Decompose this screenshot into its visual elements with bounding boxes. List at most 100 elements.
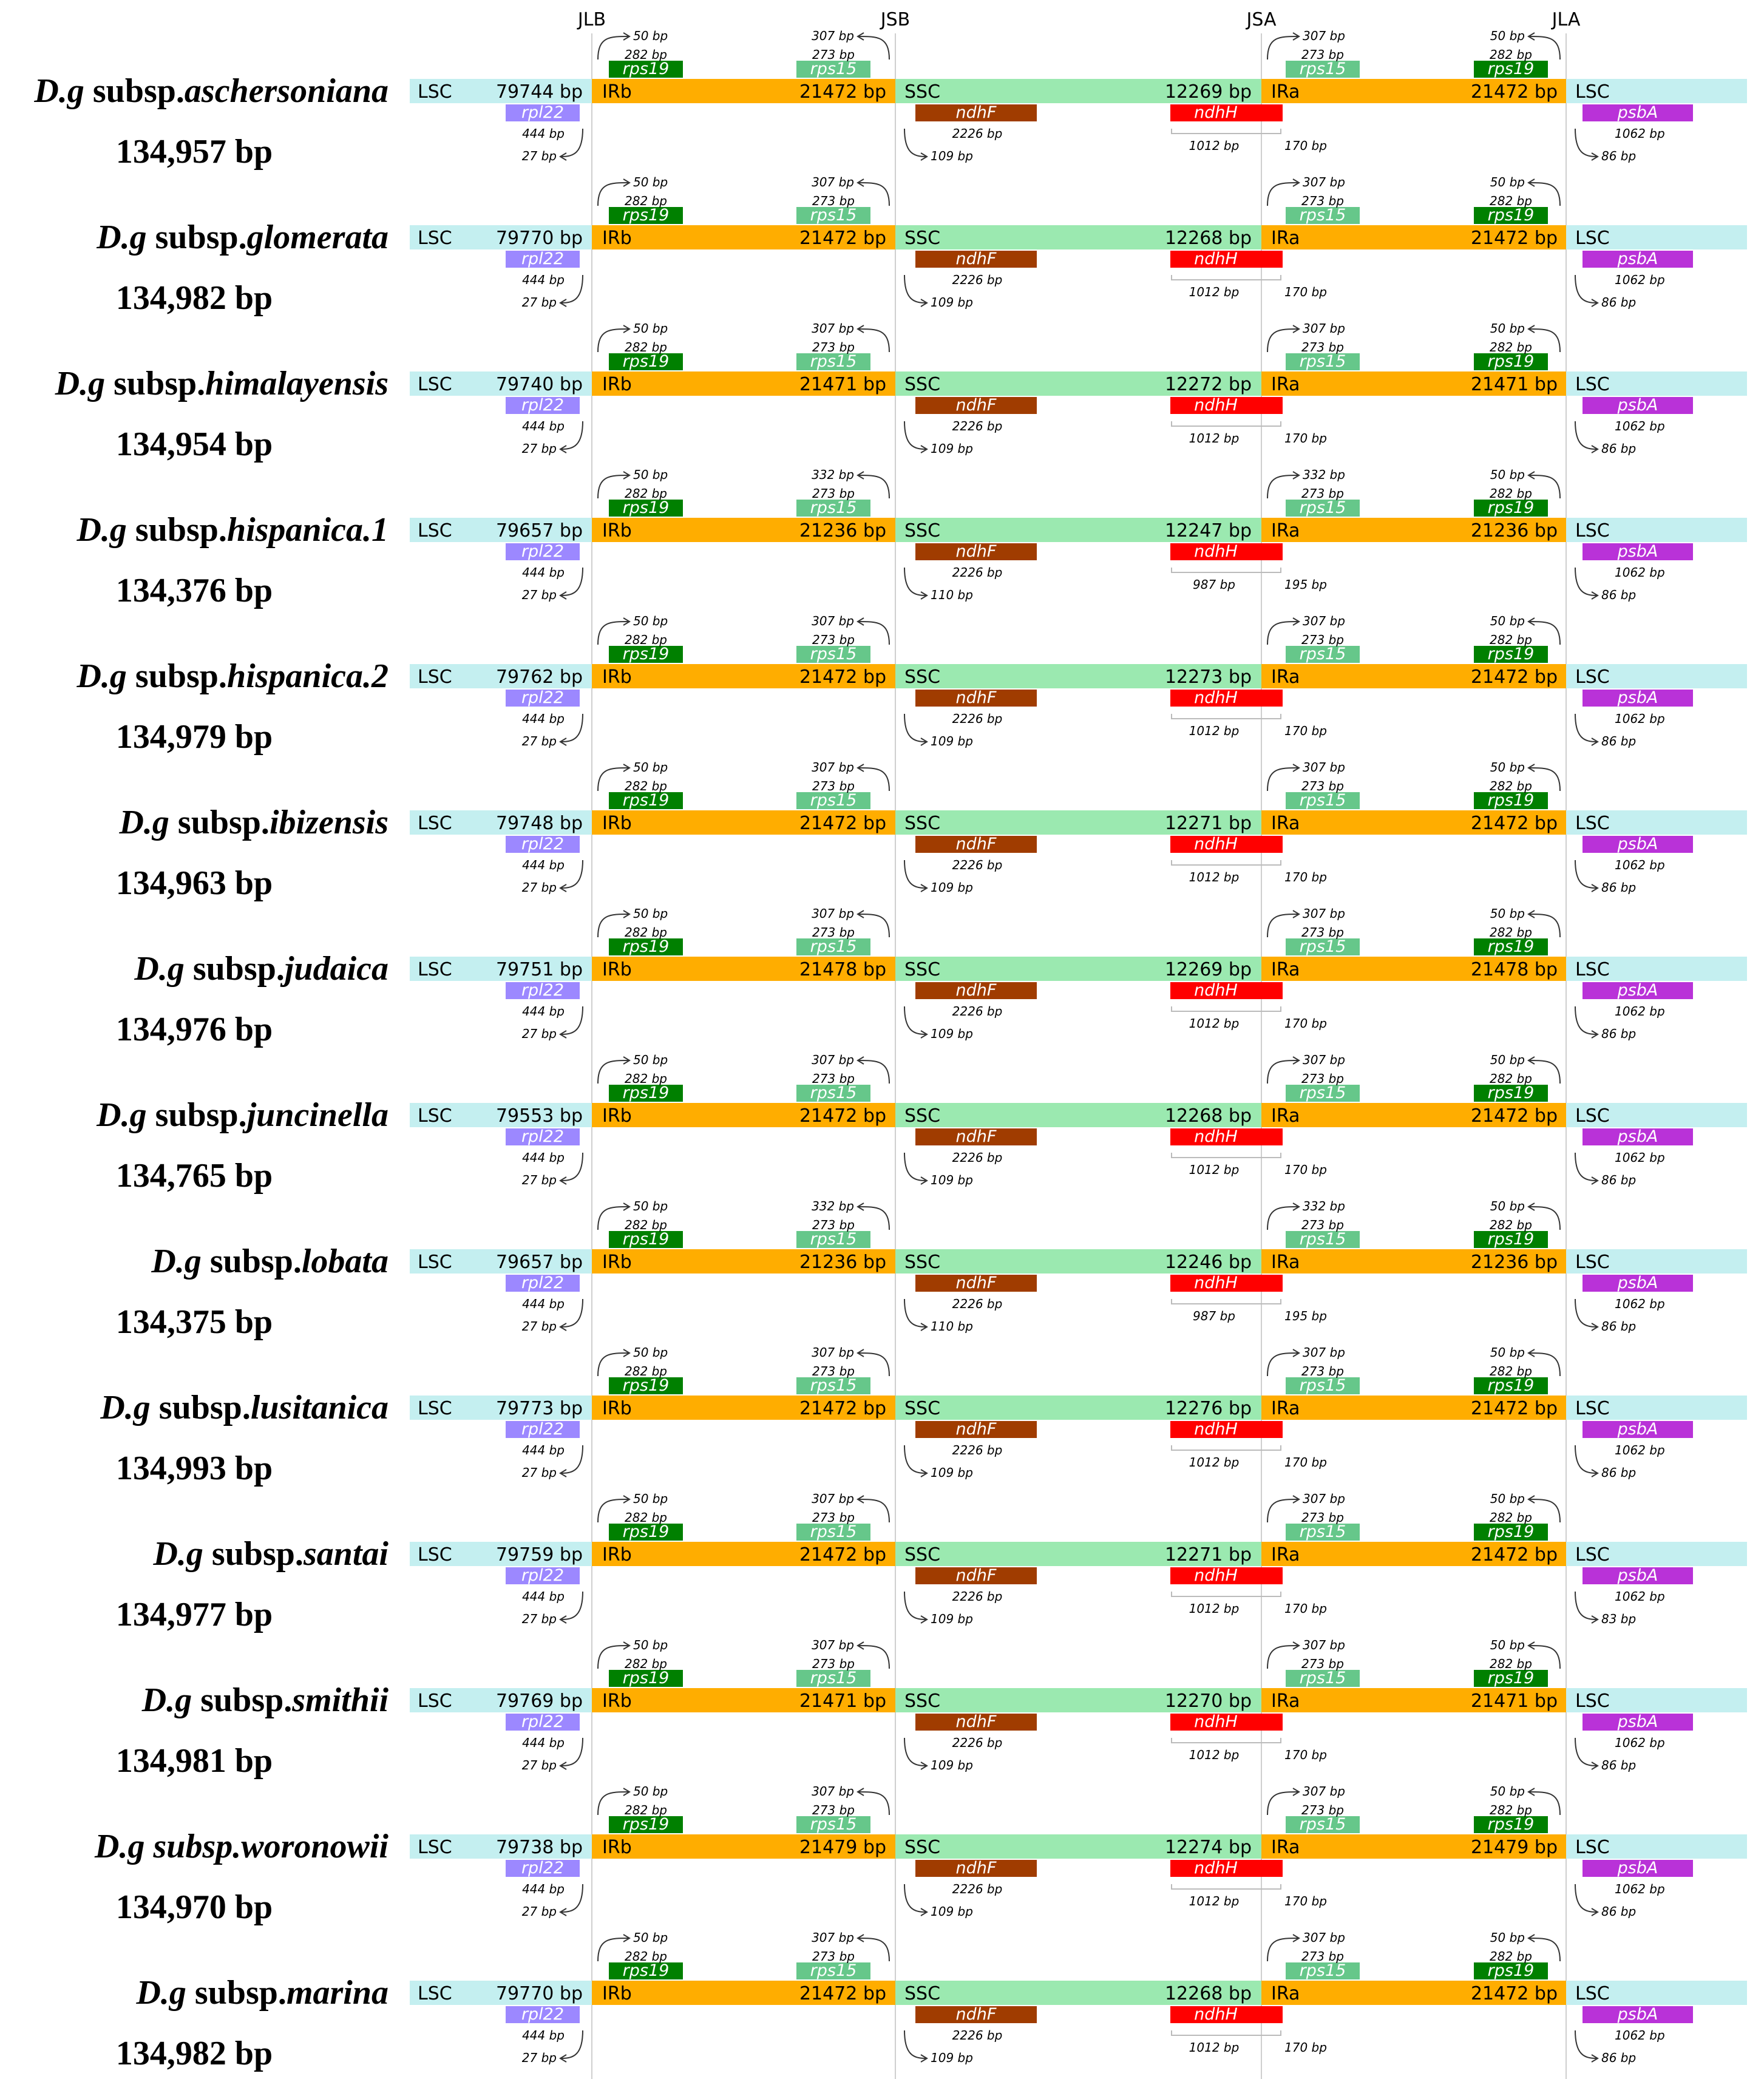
rps15-bp-outer: 307 bp <box>812 1053 854 1067</box>
ndhF-bp-gap: 109 bp <box>931 1173 973 1187</box>
region-label-lsc: LSC <box>418 1983 452 2004</box>
rps15-bp-inner: 273 bp <box>1301 925 1344 940</box>
rpl22-gene <box>506 2006 580 2023</box>
ndhF-gene <box>915 1275 1037 1292</box>
region-label-irb: IRb <box>602 666 632 688</box>
lsc-left-bar <box>410 1396 592 1420</box>
rps19-label: rps19 <box>1488 645 1535 663</box>
psbA-gene <box>1583 543 1693 560</box>
ndhF-bp-gap: 109 bp <box>931 1758 973 1772</box>
lsc-left-bar <box>410 957 592 981</box>
region-label-irb: IRb <box>602 1983 632 2004</box>
rps19-gene-right <box>1474 1670 1548 1687</box>
rpl22-gene <box>506 836 580 853</box>
rps19-label: rps19 <box>1488 1230 1535 1249</box>
region-label-irb: IRb <box>602 1252 632 1273</box>
arc-connector <box>1529 182 1561 206</box>
arrow-head <box>857 1202 864 1211</box>
arrow-head <box>1292 764 1300 772</box>
arc-connector <box>1575 1006 1597 1035</box>
rps15-bp-inner: 273 bp <box>1301 1949 1344 1964</box>
ira-length: 21472 bp <box>1471 813 1558 834</box>
arc-connector <box>597 182 629 206</box>
ira-length: 21472 bp <box>1471 1544 1558 1565</box>
arc-connector <box>597 1206 629 1230</box>
arrow-head <box>857 1934 864 1942</box>
arc-connector <box>1529 1206 1561 1230</box>
region-label-lsc: LSC <box>418 1837 452 1858</box>
arc-connector <box>597 1352 629 1377</box>
irb-length: 21472 bp <box>799 813 886 834</box>
arc-connector <box>1529 475 1561 499</box>
rps15-gene-right <box>1286 207 1360 224</box>
ndhF-bp-length: 2226 bp <box>952 2028 1003 2043</box>
ndhH-label: ndhH <box>1194 981 1238 1000</box>
arc-connector <box>597 36 629 60</box>
arc-connector <box>1575 1298 1597 1328</box>
arc-connector <box>561 1884 583 1913</box>
junction-label: JLB <box>577 9 606 30</box>
lsc-left-bar <box>410 371 592 396</box>
rps15-bp-outer: 307 bp <box>1303 1345 1345 1360</box>
rps15-gene-right <box>1286 353 1360 370</box>
psbA-bp-length: 1062 bp <box>1615 126 1665 141</box>
rank-label: subsp. <box>93 72 185 110</box>
rpl22-gene <box>506 251 580 268</box>
arc-connector <box>1529 914 1561 938</box>
ndhH-span-bracket <box>1171 275 1281 280</box>
ssc-bar <box>895 1249 1261 1274</box>
rps19-bp-inner: 282 bp <box>625 47 667 62</box>
rps15-gene-right <box>1286 646 1360 663</box>
ssc-bar <box>895 664 1261 688</box>
rpl22-gene <box>506 1714 580 1731</box>
ndhF-bp-gap: 109 bp <box>931 295 973 310</box>
ndhH-gene <box>1170 1128 1283 1145</box>
ndhF-label: ndhF <box>956 981 997 1000</box>
genome-size: 134,976 bp <box>116 1011 273 1048</box>
rps15-bp-outer: 307 bp <box>1303 906 1345 921</box>
rps15-gene-left <box>796 1085 870 1102</box>
ssc-bar <box>895 1542 1261 1566</box>
arrow-head <box>1591 1176 1599 1185</box>
region-label-ssc: SSC <box>904 81 940 103</box>
region-label-ira: IRa <box>1271 1544 1300 1565</box>
species-label: D.g subsp.hispanica.1 <box>76 511 388 549</box>
rps15-bp-outer: 307 bp <box>1303 760 1345 775</box>
psbA-bp-gap: 86 bp <box>1601 1758 1636 1772</box>
ssc-bar <box>895 1103 1261 1127</box>
species-label: D.g subsp.judaica <box>134 950 388 988</box>
rps15-gene-left <box>796 1962 870 1979</box>
arc-connector <box>597 1938 629 1962</box>
region-label-ira: IRa <box>1271 520 1300 541</box>
genome-size: 134,765 bp <box>116 1157 273 1195</box>
irb-length: 21472 bp <box>799 1544 886 1565</box>
ssc-length: 12273 bp <box>1165 666 1252 688</box>
rps15-bp-outer: 307 bp <box>812 1930 854 1945</box>
rps19-label: rps19 <box>623 791 670 810</box>
lsc-left-bar <box>410 810 592 835</box>
ira-length: 21471 bp <box>1471 374 1558 395</box>
ndhH-bp-overlap: 170 bp <box>1284 1455 1327 1470</box>
genome-size: 134,375 bp <box>116 1303 273 1341</box>
ndhF-gene <box>915 1567 1037 1584</box>
rps15-label: rps15 <box>810 1230 857 1249</box>
rps19-bp-outer: 50 bp <box>1490 1345 1525 1360</box>
arrow-head <box>1591 445 1599 453</box>
rps15-label: rps15 <box>1300 352 1346 371</box>
arc-connector <box>1575 1737 1597 1766</box>
arc-connector <box>1267 182 1298 206</box>
rps19-gene-left <box>609 1962 683 1979</box>
ndhH-bp-length: 1012 bp <box>1189 1455 1240 1470</box>
rpl22-bp-gap: 27 bp <box>522 149 557 163</box>
rps15-label: rps15 <box>1300 1522 1346 1541</box>
region-label-irb: IRb <box>602 1105 632 1127</box>
arrow-head <box>559 1615 567 1624</box>
rps15-label: rps15 <box>810 1084 857 1102</box>
ira-bar <box>1261 79 1566 103</box>
rps19-bp-inner: 282 bp <box>1490 1949 1532 1964</box>
ndhH-label: ndhH <box>1194 2005 1238 2024</box>
arrow-head <box>559 2054 567 2063</box>
arrow-head <box>920 1469 928 1477</box>
ssc-bar <box>895 79 1261 103</box>
